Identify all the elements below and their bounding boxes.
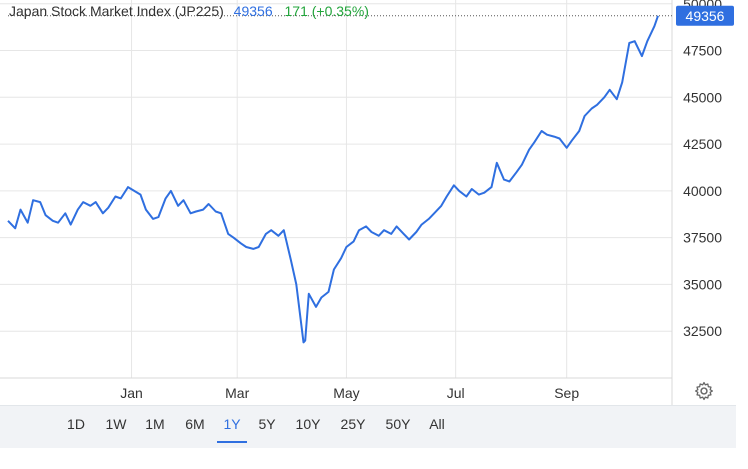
y-tick-label: 45000 — [683, 89, 722, 105]
range-button-5y[interactable]: 5Y — [258, 416, 276, 432]
x-axis: Jan Mar May Jul Sep — [120, 385, 579, 401]
range-button-1w[interactable]: 1W — [105, 416, 127, 432]
series-line-jp225 — [7, 15, 659, 344]
last-price-tag: 49356 — [676, 5, 734, 26]
y-tick-label: 47500 — [683, 43, 722, 59]
y-tick-label: 35000 — [683, 276, 722, 292]
y-tick-label: 40000 — [683, 183, 722, 199]
x-tick-label: Jul — [447, 385, 465, 401]
y-axis: 3250035000375004000042500450004750050000 — [683, 0, 722, 339]
last-value: 49356 — [233, 3, 273, 19]
range-button-1y[interactable]: 1Y — [217, 405, 247, 443]
x-tick-label: May — [333, 385, 359, 401]
range-button-10y[interactable]: 10Y — [295, 416, 321, 432]
chart-grid — [0, 0, 672, 378]
y-tick-label: 32500 — [683, 323, 722, 339]
x-tick-label: Mar — [225, 385, 249, 401]
change-value: 171 (+0.35%) — [284, 3, 369, 19]
range-selector-bar — [0, 405, 736, 448]
range-button-1m[interactable]: 1M — [145, 416, 165, 432]
y-tick-label: 42500 — [683, 136, 722, 152]
range-button-all[interactable]: All — [429, 416, 445, 432]
chart-legend: Japan Stock Market Index (JP225) 49356 1… — [9, 3, 369, 19]
range-button-25y[interactable]: 25Y — [340, 416, 366, 432]
range-button-6m[interactable]: 6M — [185, 416, 205, 432]
y-tick-label: 37500 — [683, 230, 722, 246]
range-button-1d[interactable]: 1D — [67, 416, 85, 432]
x-tick-label: Sep — [554, 385, 579, 401]
last-price-tag-text: 49356 — [686, 8, 725, 24]
range-button-50y[interactable]: 50Y — [385, 416, 411, 432]
instrument-title: Japan Stock Market Index (JP225) — [9, 3, 224, 19]
x-tick-label: Jan — [120, 385, 143, 401]
gear-icon[interactable] — [693, 380, 715, 402]
